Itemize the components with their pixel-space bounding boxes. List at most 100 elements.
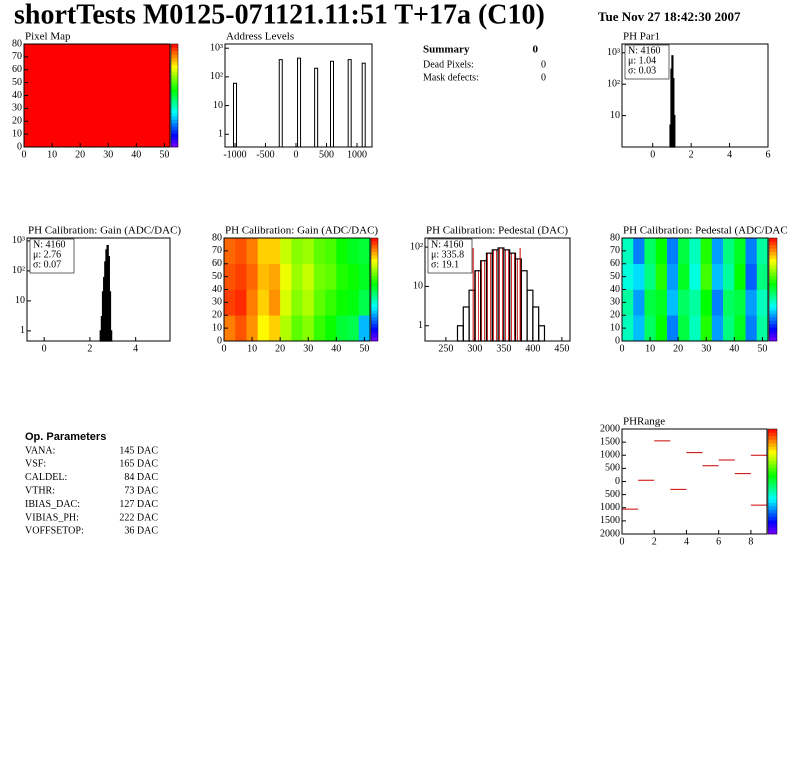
heatmap-cell: [711, 238, 724, 265]
colorbar-step: [171, 88, 178, 93]
colorbar-step: [768, 502, 777, 507]
heatmap-cell: [246, 238, 258, 265]
heatmap-cell: [711, 263, 724, 290]
heatmap-cell: [358, 289, 371, 316]
heatmap-cell: [358, 238, 371, 265]
colorbar-step: [171, 54, 178, 59]
colorbar-step: [768, 506, 777, 510]
heatmap-cell: [756, 315, 769, 342]
y-tick-label: 10: [610, 110, 620, 121]
x-tick-label: 30: [103, 149, 113, 160]
heatmap-cell: [347, 263, 360, 290]
heatmap-cell: [302, 315, 315, 342]
colorbar-step: [171, 78, 178, 83]
x-tick-label: 0: [22, 149, 27, 160]
parameter-value: 165 DAC: [119, 459, 158, 470]
heatmap-cell: [734, 238, 746, 265]
heatmap-cell: [224, 238, 236, 265]
plot-area: [225, 44, 372, 147]
histogram-bar: [474, 270, 482, 342]
x-tick-label: 6: [716, 536, 721, 547]
heatmap-cell: [302, 289, 315, 316]
x-tick-label: 0: [620, 536, 625, 547]
chart: PH Calibration: Gain (ADC/DAC)0 10 20 30 40 5…: [212, 225, 378, 355]
x-tick-label: 4: [133, 343, 138, 354]
colorbar-step: [769, 320, 777, 325]
heatmap-cell: [622, 263, 634, 290]
x-tick-label: 300: [467, 343, 482, 354]
chart-title: PH Calibration: Gain (ADC/DAC): [225, 225, 378, 237]
parameter-value: 127 DAC: [119, 499, 158, 510]
colorbar-step: [371, 272, 378, 277]
colorbar-step: [768, 446, 777, 451]
histogram-bar: [509, 252, 517, 342]
x-tick-label: 4: [684, 536, 689, 547]
stats-line: μ: 1.04: [628, 55, 656, 66]
marks: [622, 238, 769, 342]
heatmap-cell: [325, 238, 337, 265]
x-tick-label: 10: [47, 149, 57, 160]
stats-line: μ: 335.8: [431, 249, 464, 260]
colorbar-step: [769, 327, 777, 331]
heatmap-cell: [678, 238, 690, 265]
heatmap-cell: [268, 238, 281, 265]
y-tick-label: 20: [12, 116, 22, 127]
chart-title: Address Levels: [226, 31, 294, 43]
heatmap-cell: [689, 238, 701, 265]
x-tick-label: 0: [620, 343, 625, 354]
x-tick-label: 20: [275, 343, 285, 354]
heatmap-cell: [633, 289, 645, 316]
colorbar-step: [371, 292, 378, 297]
heatmap-cell: [644, 289, 656, 316]
colorbar-step: [371, 251, 378, 256]
colorbar-step: [768, 439, 777, 444]
x-tick-label: 1000: [347, 149, 367, 160]
heatmap-cell: [291, 263, 303, 290]
y-tick-label: 1500: [600, 436, 620, 447]
colorbar-step: [171, 92, 178, 96]
colorbar-step: [171, 116, 178, 120]
heatmap-cell: [336, 263, 348, 290]
y-tick-label: 50: [12, 77, 22, 88]
heatmap-cell: [711, 315, 724, 342]
chart: PHRange 0 2 4 6 8 2000 1500 1000 500 0 500 1000 1500 2…: [600, 416, 778, 547]
colorbar-step: [171, 143, 178, 148]
y-tick-label: 40: [610, 284, 620, 295]
x-tick-label: 0: [650, 149, 655, 160]
parameter-name: CALDEL:: [25, 472, 67, 483]
colorbar-step: [768, 499, 777, 503]
colorbar-step: [371, 316, 378, 321]
colorbar-step: [371, 262, 378, 266]
histogram-bar: [109, 330, 113, 342]
colorbar-step: [371, 306, 378, 311]
colorbar-step: [769, 258, 777, 263]
colorbar-step: [768, 453, 777, 458]
colorbar-step: [769, 323, 777, 328]
y-tick-label: 10²: [410, 241, 423, 252]
x-tick-label: 40: [331, 343, 341, 354]
colorbar-step: [171, 136, 178, 141]
x-tick-label: 350: [496, 343, 511, 354]
x-tick-label: 2: [87, 343, 92, 354]
colorbar-step: [768, 509, 777, 514]
y-tick-label: 0: [17, 141, 22, 152]
colorbar-step: [769, 248, 777, 253]
x-tick-label: 6: [766, 149, 771, 160]
x-tick-label: -1000: [223, 149, 246, 160]
colorbar-step: [768, 488, 777, 493]
colorbar-step: [171, 44, 178, 48]
stats-line: N: 4160: [33, 239, 66, 250]
y-tick-label: 20: [212, 310, 222, 321]
plot-frame: [224, 43, 373, 148]
x-tick-label: 250: [438, 343, 453, 354]
heatmap-cell: [347, 289, 360, 316]
colorbar-frame: [370, 237, 379, 342]
colorbar-step: [768, 485, 777, 489]
colorbar-frame: [768, 237, 778, 342]
heatmap-cell: [280, 315, 292, 342]
parameter-name: VSF:: [25, 459, 46, 470]
colorbar-step: [171, 71, 178, 76]
y-tick-label: 1: [218, 129, 223, 140]
heatmap-cell: [268, 263, 281, 290]
y-tick-label: 30: [12, 103, 22, 114]
